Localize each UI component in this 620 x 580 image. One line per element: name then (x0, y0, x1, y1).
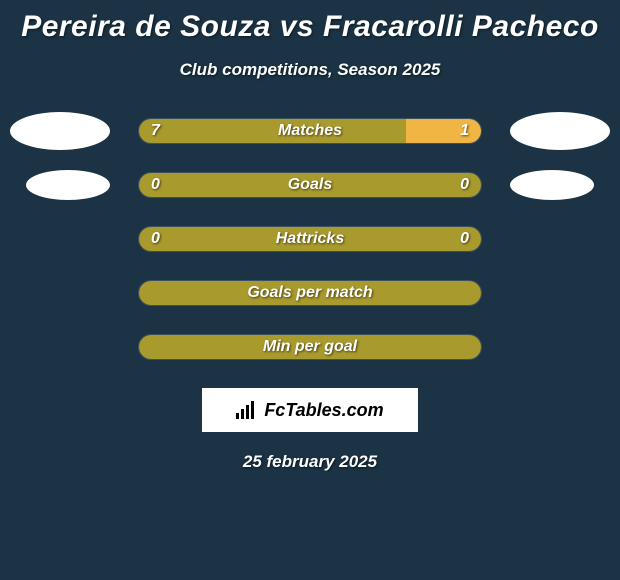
bar-chart-icon (236, 401, 258, 419)
stat-right-value (457, 281, 481, 305)
comparison-date: 25 february 2025 (0, 452, 620, 472)
player-right-avatar (510, 170, 594, 200)
player-right-avatar (510, 112, 610, 150)
stat-label: Goals (139, 173, 481, 197)
stat-label: Min per goal (139, 335, 481, 359)
player-left-avatar (26, 170, 110, 200)
stat-right-value: 1 (448, 119, 481, 143)
stat-bar-matches: 7 Matches 1 (138, 118, 482, 144)
stats-container: 7 Matches 1 0 Goals 0 0 Hattricks 0 (0, 118, 620, 360)
comparison-title: Pereira de Souza vs Fracarolli Pacheco (0, 0, 620, 44)
brand-label: FcTables.com (264, 400, 383, 421)
stat-row: 0 Hattricks 0 (0, 226, 620, 252)
stat-bar-hattricks: 0 Hattricks 0 (138, 226, 482, 252)
stat-row: 7 Matches 1 (0, 118, 620, 144)
stat-bar-goals: 0 Goals 0 (138, 172, 482, 198)
stat-right-value: 0 (448, 173, 481, 197)
stat-label: Goals per match (139, 281, 481, 305)
stat-label: Matches (139, 119, 481, 143)
stat-row: Goals per match (0, 280, 620, 306)
comparison-subtitle: Club competitions, Season 2025 (0, 60, 620, 80)
stat-bar-mpg: Min per goal (138, 334, 482, 360)
stat-right-value: 0 (448, 227, 481, 251)
brand-badge[interactable]: FcTables.com (202, 388, 418, 432)
stat-label: Hattricks (139, 227, 481, 251)
stat-right-value (457, 335, 481, 359)
stat-row: Min per goal (0, 334, 620, 360)
player-left-avatar (10, 112, 110, 150)
stat-row: 0 Goals 0 (0, 172, 620, 198)
stat-bar-gpm: Goals per match (138, 280, 482, 306)
